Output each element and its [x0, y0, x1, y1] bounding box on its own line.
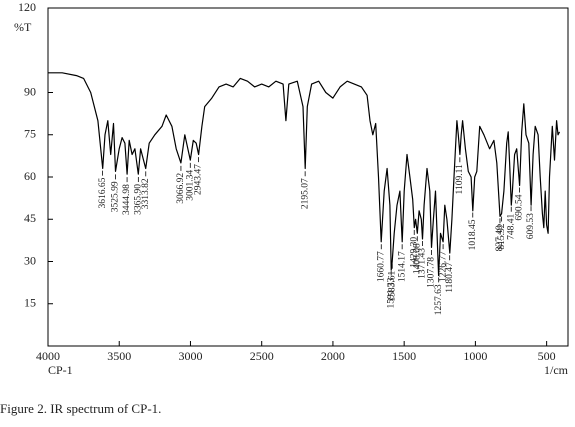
peak-label: 609.53: [526, 213, 536, 239]
peak-label: 827.49: [495, 225, 505, 251]
caption: Figure 2. IR spectrum of CP-1.: [0, 401, 161, 416]
peak-label: 1591.33: [386, 277, 396, 308]
y-tick-label: 30: [24, 253, 36, 267]
y-tick-label: 15: [24, 296, 36, 310]
peak-label: 1257.63: [434, 284, 444, 315]
peak-label: 3616.65: [98, 177, 108, 208]
peak-label: 815.92: [497, 223, 507, 249]
peak-label: 1408.08: [412, 243, 422, 274]
peak-label: 3525.99: [111, 181, 121, 212]
peak-label: 3365.90: [134, 184, 144, 215]
x-tick-label: 2000: [321, 349, 345, 363]
y-tick-label: 90: [24, 84, 36, 98]
peak-label: 1109.11: [455, 164, 465, 194]
peak-label: 748.41: [506, 213, 516, 239]
peak-label: 1583.61: [387, 270, 397, 301]
peak-label: 690.54: [515, 194, 525, 220]
y-axis-label: %T: [14, 20, 32, 34]
x-tick-label: 2500: [250, 349, 274, 363]
y-tick-label: 45: [24, 211, 36, 225]
x-axis-label: 1/cm: [544, 363, 569, 377]
sample-label: CP-1: [48, 363, 73, 377]
peak-label: 1307.78: [427, 257, 437, 288]
peak-label: 3001.34: [185, 170, 195, 201]
peak-label: 2943.47: [194, 164, 204, 195]
peak-label: 1514.17: [397, 251, 407, 282]
y-tick-label: 75: [24, 127, 36, 141]
peak-label: 3066.92: [176, 173, 186, 204]
x-tick-label: 1500: [392, 349, 416, 363]
x-tick-label: 3500: [107, 349, 131, 363]
peak-label: 1180.47: [445, 262, 455, 293]
plot-frame: [47, 7, 569, 347]
peak-label: 1371.43: [418, 248, 428, 279]
peak-label: 3313.82: [141, 178, 151, 209]
peak-label: 1018.45: [468, 219, 478, 250]
y-tick-label: 60: [24, 169, 36, 183]
x-tick-label: 1000: [463, 349, 487, 363]
peak-label: 2195.07: [300, 178, 310, 209]
x-tick-label: 4000: [36, 349, 60, 363]
x-tick-label: 3000: [178, 349, 202, 363]
peak-label: 1660.77: [376, 251, 386, 282]
spectrum-line: [48, 72, 561, 277]
y-tick-label: 120: [18, 0, 36, 14]
peak-label: 1226.77: [438, 251, 448, 282]
peak-label: 1429.30: [409, 237, 419, 268]
peak-label: 3444.98: [122, 184, 132, 215]
x-tick-label: 500: [538, 349, 556, 363]
